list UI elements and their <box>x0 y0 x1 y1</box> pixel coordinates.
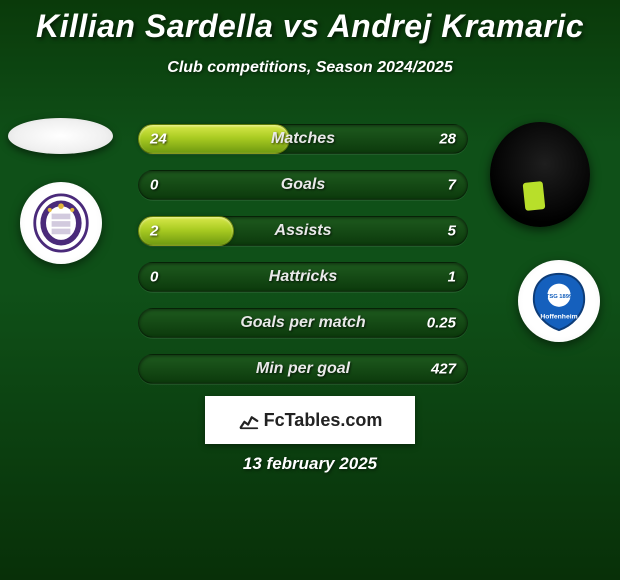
stat-row: Goals per match 0.25 <box>138 308 468 338</box>
stat-left-value: 2 <box>150 223 158 240</box>
stat-right-value: 427 <box>431 361 456 378</box>
stat-right-value: 28 <box>439 131 456 148</box>
stat-label: Min per goal <box>256 360 350 378</box>
hoffenheim-crest-icon: TSG 1899 Hoffenheim <box>528 270 590 332</box>
club-right-badge: TSG 1899 Hoffenheim <box>518 260 600 342</box>
stat-row: 0 Hattricks 1 <box>138 262 468 292</box>
stat-label: Assists <box>275 222 332 240</box>
stat-label: Hattricks <box>269 268 337 286</box>
stat-label: Goals per match <box>240 314 365 332</box>
stat-left-value: 0 <box>150 177 158 194</box>
player-left-avatar <box>8 118 113 154</box>
stat-bars: 24 Matches 28 0 Goals 7 2 Assists 5 0 Hattricks 1 Go… <box>138 124 468 400</box>
svg-text:TSG 1899: TSG 1899 <box>546 294 573 300</box>
anderlecht-crest-icon <box>31 193 91 253</box>
fctables-watermark: FcTables.com <box>205 396 415 444</box>
stat-left-value: 0 <box>150 269 158 286</box>
club-left-badge <box>20 182 102 264</box>
stat-label: Goals <box>281 176 325 194</box>
chart-icon <box>238 409 260 431</box>
stat-row: Min per goal 427 <box>138 354 468 384</box>
stat-row: 0 Goals 7 <box>138 170 468 200</box>
stat-right-value: 7 <box>448 177 456 194</box>
stat-left-value: 24 <box>150 131 167 148</box>
date-label: 13 february 2025 <box>243 454 377 474</box>
stat-right-value: 5 <box>448 223 456 240</box>
stat-right-value: 0.25 <box>427 315 456 332</box>
page-title: Killian Sardella vs Andrej Kramaric <box>0 0 620 45</box>
stat-row: 2 Assists 5 <box>138 216 468 246</box>
stat-right-value: 1 <box>448 269 456 286</box>
stat-label: Matches <box>271 130 335 148</box>
svg-text:Hoffenheim: Hoffenheim <box>540 313 577 320</box>
page-subtitle: Club competitions, Season 2024/2025 <box>0 59 620 77</box>
stat-row: 24 Matches 28 <box>138 124 468 154</box>
fctables-label: FcTables.com <box>264 410 383 431</box>
player-right-avatar <box>490 122 590 227</box>
